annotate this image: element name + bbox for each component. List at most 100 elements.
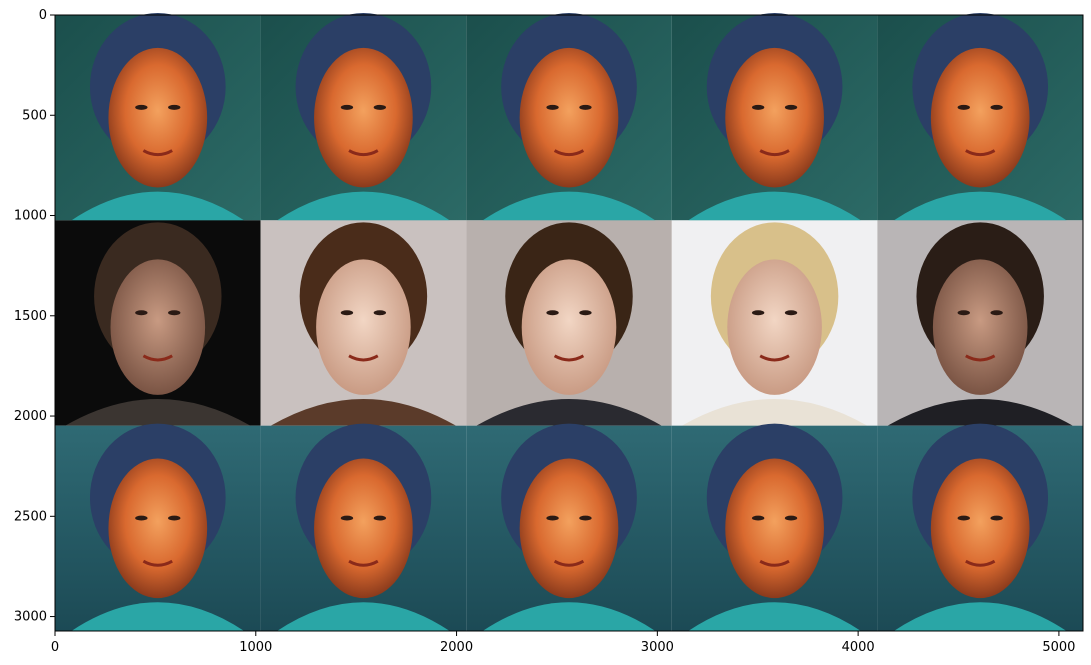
eye-shape xyxy=(373,310,387,316)
eye-shape xyxy=(168,310,181,316)
x-tick-label: 5000 xyxy=(1042,640,1075,655)
eye-shape xyxy=(957,104,970,110)
mouth-shape xyxy=(348,559,379,567)
portrait-tile xyxy=(877,220,1083,426)
eye-shape xyxy=(784,515,798,521)
portrait-tile xyxy=(671,423,878,631)
portrait-tile xyxy=(466,12,672,221)
shirt-shape xyxy=(893,191,1067,221)
face-shape xyxy=(314,47,413,188)
shirt-shape xyxy=(887,398,1073,426)
eye-shape xyxy=(546,104,559,110)
eye-shape xyxy=(135,310,148,316)
face-shape xyxy=(932,259,1028,395)
x-axis: 0 1000 2000 3000 4000 5000 xyxy=(51,631,1075,655)
shirt-shape xyxy=(270,398,456,426)
shirt-shape xyxy=(277,191,450,221)
portrait-tile xyxy=(671,12,878,221)
face-shape xyxy=(727,259,822,395)
portrait-tile xyxy=(877,423,1083,631)
shirt-shape xyxy=(682,398,868,426)
mouth-shape xyxy=(759,149,790,157)
y-tick-label: 1000 xyxy=(14,209,47,224)
face-shape xyxy=(519,47,619,188)
portrait-tile xyxy=(466,220,672,426)
y-tick-label: 1500 xyxy=(14,309,47,324)
eye-shape xyxy=(340,310,354,316)
mouth-shape xyxy=(142,354,173,362)
face-shape xyxy=(108,47,208,188)
portrait-tile xyxy=(260,12,467,221)
eye-shape xyxy=(957,310,970,316)
eye-shape xyxy=(751,515,765,521)
x-tick-label: 2000 xyxy=(440,640,473,655)
face-shape xyxy=(110,259,206,395)
portrait-tile xyxy=(55,220,261,426)
x-tick-label: 3000 xyxy=(641,640,674,655)
face-shape xyxy=(930,458,1030,599)
mouth-shape xyxy=(965,149,996,157)
shirt-shape xyxy=(277,602,450,631)
image-area xyxy=(55,12,1083,631)
x-tick-label: 0 xyxy=(51,640,59,655)
face-shape xyxy=(519,458,619,599)
shirt-shape xyxy=(688,191,861,221)
shirt-shape xyxy=(482,191,656,221)
mouth-shape xyxy=(142,559,173,567)
portrait-tile xyxy=(877,12,1083,221)
shirt-shape xyxy=(893,602,1067,631)
face-shape xyxy=(521,259,617,395)
shirt-shape xyxy=(476,398,662,426)
mouth-shape xyxy=(759,354,790,362)
eye-shape xyxy=(990,515,1003,521)
eye-shape xyxy=(373,515,387,521)
eye-shape xyxy=(135,515,148,521)
eye-shape xyxy=(751,104,765,110)
eye-shape xyxy=(340,104,354,110)
eye-shape xyxy=(373,104,387,110)
eye-shape xyxy=(990,310,1003,316)
y-tick-label: 3000 xyxy=(14,610,47,625)
eye-shape xyxy=(751,310,765,316)
portrait-tile xyxy=(55,423,261,631)
eye-shape xyxy=(579,104,592,110)
mouth-shape xyxy=(553,559,585,567)
mouth-shape xyxy=(142,149,173,157)
mouth-shape xyxy=(348,149,379,157)
eye-shape xyxy=(168,104,181,110)
eye-shape xyxy=(990,104,1003,110)
x-tick-label: 4000 xyxy=(842,640,875,655)
eye-shape xyxy=(579,310,592,316)
mouth-shape xyxy=(759,559,790,567)
eye-shape xyxy=(579,515,592,521)
shirt-shape xyxy=(71,602,245,631)
face-shape xyxy=(930,47,1030,188)
portrait-tile xyxy=(260,220,467,426)
eye-shape xyxy=(135,104,148,110)
face-shape xyxy=(108,458,208,599)
shirt-shape xyxy=(65,398,251,426)
y-tick-label: 500 xyxy=(22,108,47,123)
face-shape xyxy=(725,47,824,188)
x-tick-label: 1000 xyxy=(239,640,272,655)
portrait-tile xyxy=(671,220,878,426)
y-tick-label: 2000 xyxy=(14,409,47,424)
mouth-shape xyxy=(965,559,996,567)
face-shape xyxy=(725,458,824,599)
mouth-shape xyxy=(348,354,379,362)
mouth-shape xyxy=(965,354,996,362)
y-axis: 0 500 1000 1500 2000 2500 3000 xyxy=(14,8,55,625)
mouth-shape xyxy=(553,354,585,362)
shirt-shape xyxy=(71,191,245,221)
eye-shape xyxy=(784,310,798,316)
y-tick-label: 2500 xyxy=(14,509,47,524)
eye-shape xyxy=(546,310,559,316)
face-shape xyxy=(314,458,413,599)
eye-shape xyxy=(784,104,798,110)
portrait-tile xyxy=(466,423,672,631)
mouth-shape xyxy=(553,149,585,157)
face-shape xyxy=(316,259,411,395)
eye-shape xyxy=(546,515,559,521)
portrait-tile xyxy=(260,423,467,631)
